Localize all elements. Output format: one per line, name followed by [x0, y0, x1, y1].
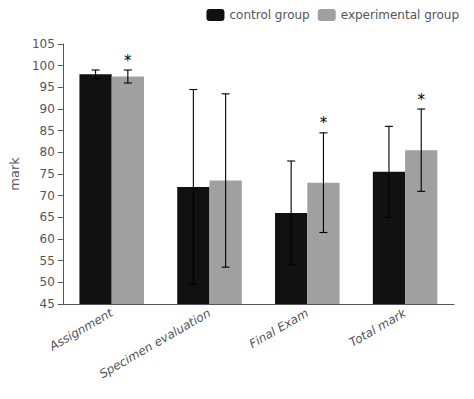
svg-text:control group: control group: [229, 8, 309, 22]
svg-text:70: 70: [40, 189, 55, 203]
svg-text:*: *: [320, 114, 328, 132]
svg-text:85: 85: [40, 124, 55, 138]
svg-text:Specimen evaluation: Specimen evaluation: [97, 306, 213, 381]
svg-text:90: 90: [40, 102, 55, 116]
svg-text:55: 55: [40, 254, 55, 268]
svg-text:Total mark: Total mark: [347, 305, 410, 349]
svg-text:80: 80: [40, 145, 55, 159]
svg-text:60: 60: [40, 232, 55, 246]
svg-text:*: *: [417, 91, 425, 109]
svg-text:75: 75: [40, 167, 55, 181]
svg-text:65: 65: [40, 210, 55, 224]
svg-text:Final Exam: Final Exam: [247, 306, 311, 351]
svg-text:*: *: [124, 52, 132, 70]
svg-text:Assignment: Assignment: [46, 305, 116, 354]
svg-text:experimental group: experimental group: [341, 8, 459, 22]
svg-text:100: 100: [32, 59, 55, 73]
svg-text:mark: mark: [7, 157, 22, 191]
svg-text:45: 45: [40, 297, 55, 311]
svg-text:50: 50: [40, 275, 55, 289]
svg-text:105: 105: [32, 37, 55, 51]
svg-text:95: 95: [40, 80, 55, 94]
